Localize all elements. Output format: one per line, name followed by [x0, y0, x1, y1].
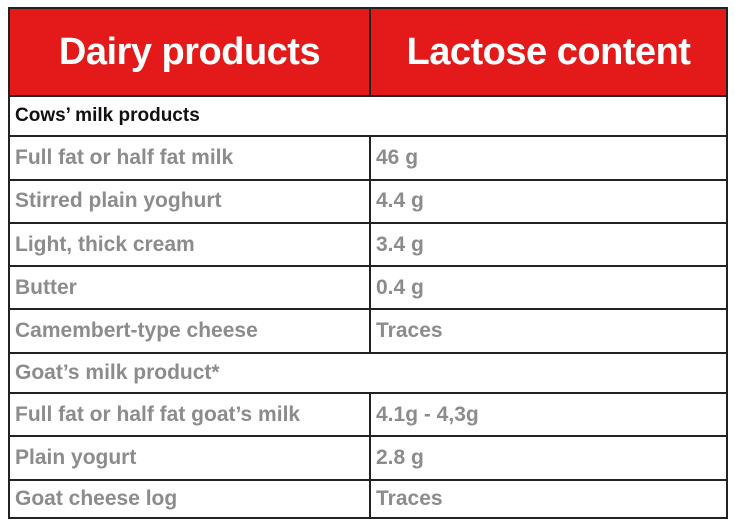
lactose-cell: 3.4 g [369, 221, 728, 268]
header-dairy-products: Dairy products [8, 7, 371, 97]
product-cell: Full fat or half fat goat’s milk [8, 392, 371, 438]
section-title: Goat’s milk product* [8, 351, 728, 395]
product-cell: Light, thick cream [8, 221, 371, 268]
product-cell: Camembert-type cheese [8, 308, 371, 354]
lactose-cell: 2.8 g [369, 435, 728, 481]
table-row: Camembert-type cheese Traces [8, 308, 728, 354]
section-title: Cows’ milk products [8, 94, 728, 138]
product-cell: Plain yogurt [8, 435, 371, 481]
product-cell: Butter [8, 265, 371, 311]
lactose-content-table: Dairy products Lactose content Cows’ mil… [8, 7, 728, 520]
table-row: Light, thick cream 3.4 g [8, 221, 728, 268]
lactose-cell: Traces [369, 308, 728, 354]
lactose-cell: 46 g [369, 135, 728, 181]
table-row: Goat cheese log Traces [8, 478, 728, 520]
lactose-cell: 0.4 g [369, 265, 728, 311]
product-cell: Goat cheese log [8, 478, 371, 520]
table-row: Stirred plain yoghurt 4.4 g [8, 178, 728, 224]
lactose-cell: 4.4 g [369, 178, 728, 224]
table-row: Full fat or half fat goat’s milk 4.1g - … [8, 392, 728, 438]
section-row-goats-milk: Goat’s milk product* [8, 351, 728, 395]
lactose-cell: Traces [369, 478, 728, 520]
header-lactose-content: Lactose content [369, 7, 728, 97]
table-row: Plain yogurt 2.8 g [8, 435, 728, 481]
lactose-cell: 4.1g - 4,3g [369, 392, 728, 438]
table-row: Butter 0.4 g [8, 265, 728, 311]
product-cell: Full fat or half fat milk [8, 135, 371, 181]
table-row: Full fat or half fat milk 46 g [8, 135, 728, 181]
section-row-cows-milk: Cows’ milk products [8, 94, 728, 138]
table-header-row: Dairy products Lactose content [8, 7, 728, 97]
product-cell: Stirred plain yoghurt [8, 178, 371, 224]
